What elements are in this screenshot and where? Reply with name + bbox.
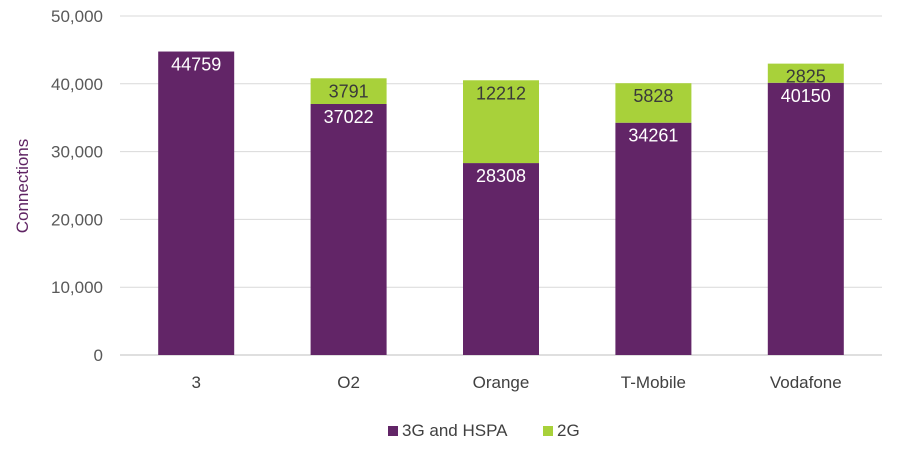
bar-segment-3g-hspa: [158, 51, 235, 355]
bars: [158, 51, 844, 356]
y-tick-label: 30,000: [51, 143, 103, 162]
y-tick-label: 50,000: [51, 7, 103, 26]
data-label: 28308: [476, 166, 526, 186]
bar-segment-3g-hspa: [615, 122, 692, 355]
data-label: 12212: [476, 83, 526, 103]
y-tick-label: 40,000: [51, 75, 103, 94]
x-category-label: O2: [337, 373, 360, 392]
legend-label: 2G: [557, 421, 580, 440]
data-label: 2825: [786, 67, 826, 87]
data-label: 34261: [628, 126, 678, 146]
data-label: 5828: [633, 86, 673, 106]
x-category-label: 3: [191, 373, 200, 392]
legend-swatch: [543, 426, 553, 436]
data-label: 40150: [781, 86, 831, 106]
y-tick-label: 20,000: [51, 210, 103, 229]
bar-segment-2g: [463, 80, 539, 164]
x-axis-categories: 3 O2 Orange T-Mobile Vodafone: [191, 373, 841, 392]
bar-segment-3g-hspa: [310, 103, 387, 355]
bar-segment-3g-hspa: [767, 82, 844, 356]
legend-swatch: [388, 426, 398, 436]
y-tick-label: 0: [94, 346, 103, 365]
data-label: 44759: [171, 55, 221, 75]
x-category-label: Orange: [473, 373, 530, 392]
y-axis-title: Connections: [13, 139, 32, 234]
x-category-label: T-Mobile: [621, 373, 686, 392]
bar-segment-2g: [615, 83, 692, 123]
bar-segment-3g-hspa: [463, 163, 539, 355]
data-labels: 44759 37022 3791 28308 12212 34261 5828 4015028…: [171, 55, 831, 187]
bar-segment-2g: [767, 63, 844, 83]
x-category-label: Vodafone: [770, 373, 842, 392]
data-label: 3791: [329, 81, 369, 101]
bar-segment-2g: [310, 78, 387, 104]
data-label: 37022: [324, 107, 374, 127]
y-axis-ticks: 0 10,000 20,000 30,000 40,000 50,000: [51, 7, 103, 365]
legend-label: 3G and HSPA: [402, 421, 508, 440]
y-tick-label: 10,000: [51, 278, 103, 297]
legend: 3G and HSPA 2G: [388, 421, 580, 440]
